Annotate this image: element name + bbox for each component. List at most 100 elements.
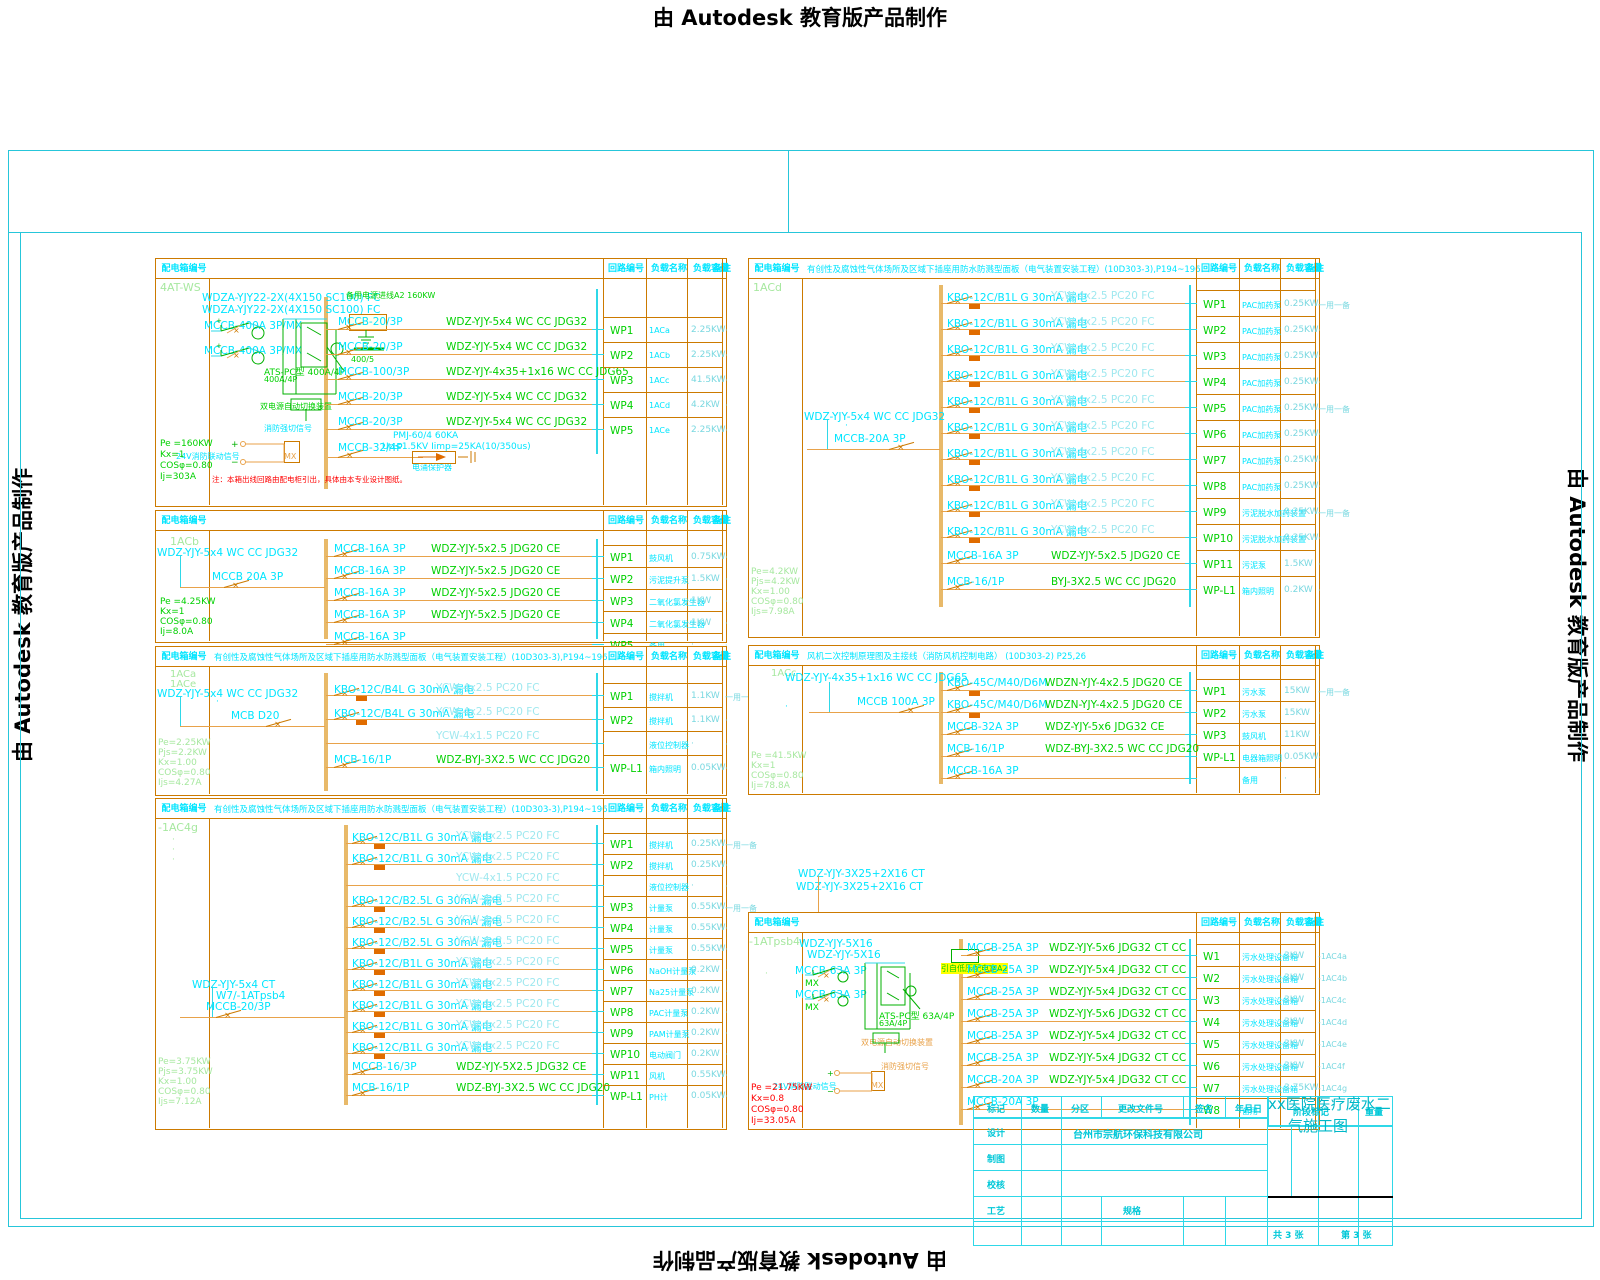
col-header-loadname: 负载名称	[650, 652, 687, 662]
bus-tick	[592, 354, 604, 355]
circuit-number: W2	[1203, 973, 1221, 985]
tb-row-draw: 制图	[987, 1155, 1006, 1165]
bus-tick	[1185, 1043, 1197, 1044]
breaker-label: MCCB-16A 3P	[947, 765, 1019, 777]
breaker-label: MCCB-16A 3P	[334, 543, 406, 555]
col-div-1	[802, 932, 803, 1128]
total-ij: Ij=78.8A	[751, 781, 790, 791]
remark-cell: ·	[1318, 560, 1321, 569]
tb-stage: 阶段标记	[1293, 1108, 1330, 1118]
load-name: PH计	[649, 1093, 668, 1102]
row-separator	[1196, 1098, 1316, 1099]
remark-cell: ·	[725, 426, 728, 435]
load-capacity: 3KW	[1284, 973, 1305, 983]
breaker-x-mark: ×	[359, 900, 367, 910]
load-name: NaOH计量泵	[649, 967, 697, 976]
row-separator	[1196, 988, 1316, 989]
col-div-3	[1239, 646, 1240, 793]
col-header-loadcap: 负载容量	[692, 652, 729, 662]
kwh-meter-box	[349, 314, 387, 331]
mx-coil-label: MX	[284, 452, 297, 461]
load-name: 箱内照明	[1242, 587, 1274, 596]
rcd-module-symbol	[969, 538, 980, 543]
breaker-x-mark: ×	[341, 572, 349, 582]
cable-spec-label: WDZ-BYJ-3X2.5 WC CC JDG20	[456, 1082, 611, 1094]
row-separator	[1196, 1054, 1316, 1055]
row-separator	[1196, 342, 1316, 343]
main-breaker: MCCB-20A 3P	[834, 433, 906, 445]
circuit-number: WP1	[610, 325, 634, 337]
cable-spec-label: WDZ-YJY-5X2.5 JDG32 CE	[456, 1061, 587, 1073]
load-capacity: 0.25KW	[1284, 351, 1319, 361]
total-kx: Kx=1	[160, 607, 185, 617]
feeder-line	[326, 354, 596, 355]
col-header-circuit: 回路编号	[607, 516, 644, 526]
feeder-line	[941, 712, 1189, 713]
remark-cell: ·	[1318, 430, 1321, 439]
circuit-number: WP6	[1203, 429, 1227, 441]
load-capacity: 1KW	[691, 618, 712, 628]
tb-row-check: 校核	[987, 1181, 1006, 1191]
load-capacity: 11KW	[1284, 730, 1310, 740]
feeder-line	[346, 906, 596, 907]
bus-tick	[1185, 537, 1197, 538]
main-breaker: MCCB 100A 3P	[857, 696, 935, 708]
breaker-x-mark: ×	[359, 921, 367, 931]
col-div-1	[209, 278, 210, 505]
spd-rating: Up≤1.5KV Iimp=25KA(10/350us)	[382, 442, 531, 452]
mx-coil-label: MX	[871, 1081, 884, 1090]
row-separator	[603, 683, 723, 684]
tb-left-grid	[973, 1118, 1268, 1246]
rcd-module-symbol	[969, 382, 980, 387]
col-div-4	[1280, 913, 1281, 1128]
remark-cell: ·	[725, 764, 728, 773]
breaker-label: KBO-12C/B1L G 30mA 漏电	[947, 318, 1088, 330]
cable-spec-label: YCW-4x2.5 PC20 FC	[436, 682, 540, 694]
feeder-line	[961, 1087, 1189, 1088]
svg-text:−: −	[827, 1087, 834, 1095]
tb-right-header	[1268, 1096, 1393, 1126]
breaker-x-mark: ×	[954, 323, 962, 333]
panel-schedule-1ACa-1ACe: 配电箱编号 有创性及腐蚀性气体场所及区域下插座用防水防溅型面板（电气装置安装工程…	[155, 646, 757, 796]
total-ij: Ij=303A	[160, 472, 197, 482]
col-header-circuit: 回路编号	[1200, 651, 1237, 661]
schedule-header-row: 配电箱编号 风机二次控制原理图及主接线（消防风机控制电路） (10D303-2)…	[749, 646, 1324, 666]
row-separator	[603, 316, 723, 318]
total-cos: COSφ=0.80	[751, 771, 804, 781]
circuit-number: WP5	[1203, 403, 1227, 415]
col-header-circuit: 回路编号	[1200, 918, 1237, 928]
cable-spec-label: YCW-4x2.5 PC20 FC	[1051, 394, 1155, 406]
remark-cell: 一用一备	[1318, 688, 1350, 697]
breaker-x-mark: ×	[359, 942, 367, 952]
circuit-number: WP3	[1203, 351, 1227, 363]
main-breaker: MCB D20	[231, 710, 280, 722]
breaker-label: MCCB-16A 3P	[947, 550, 1019, 562]
col-div-5	[722, 647, 723, 794]
rcd-module-symbol	[374, 1033, 385, 1038]
feeder-line	[961, 955, 1189, 956]
remark-cell: 一用一备	[1318, 301, 1350, 310]
load-name: 污水处理设备箱	[1242, 1063, 1298, 1072]
breaker-x-mark: ×	[974, 993, 982, 1003]
breaker-label: MCCB-25A 3P	[967, 1008, 1039, 1020]
circuit-number: WP6	[610, 965, 634, 977]
col-header-source: 配电箱编号	[161, 652, 207, 662]
incoming-feed	[180, 587, 325, 588]
total-cos: COSφ=0.80	[751, 597, 804, 607]
bus-tick	[592, 600, 604, 601]
cable-spec-label: YCW-4x2.5 PC20 FC	[1051, 472, 1155, 484]
feeder-line	[941, 690, 1189, 691]
breaker-x-mark: ×	[359, 984, 367, 994]
incoming-source-note: 备用电源进线A2 160KW	[346, 291, 436, 300]
bus-tick	[592, 927, 604, 928]
tb-rh2	[1268, 1196, 1393, 1198]
breaker-label: MCB-16/1P	[947, 743, 1005, 755]
col-header-source: 配电箱编号	[754, 918, 800, 928]
load-capacity: ·	[691, 739, 694, 749]
load-name: 1ACc	[649, 376, 670, 385]
feeder-line	[326, 695, 596, 696]
breaker-x-mark: ×	[974, 1015, 982, 1025]
row-separator	[603, 707, 723, 708]
row-separator	[1196, 745, 1316, 746]
load-capacity: 3KW	[1284, 951, 1305, 961]
